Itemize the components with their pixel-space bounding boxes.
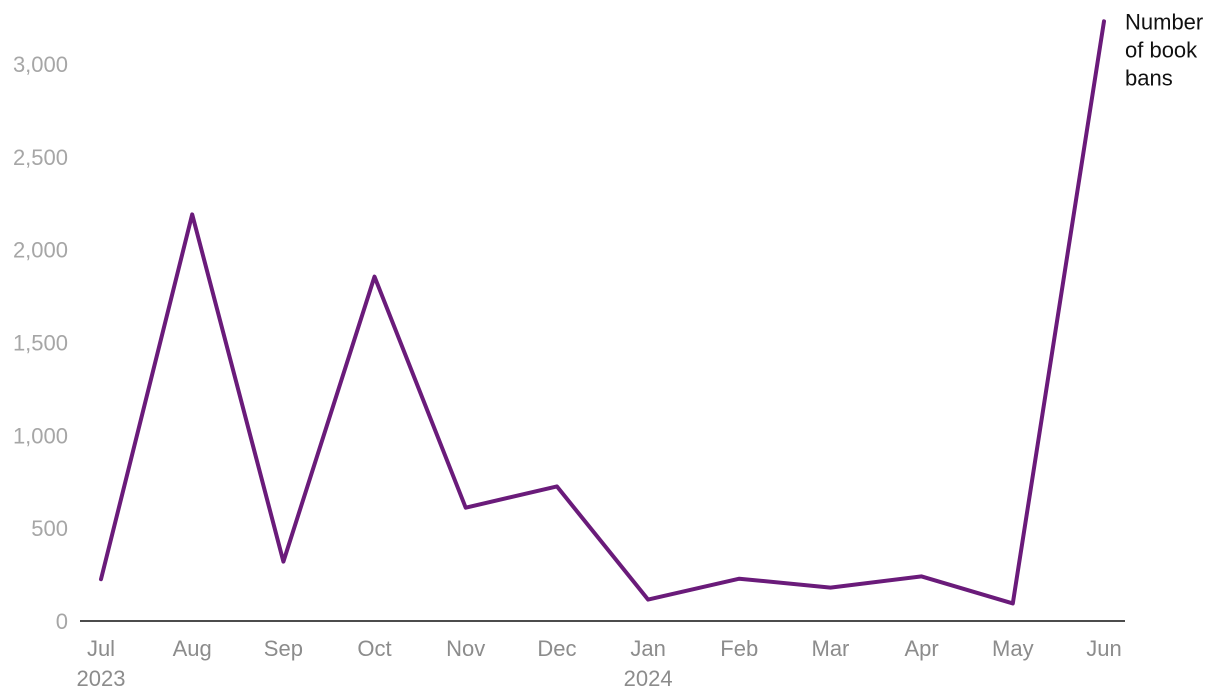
y-tick-label: 1,000 <box>13 423 68 448</box>
x-tick-label: Apr <box>905 636 939 661</box>
series-label: Number of book bans <box>1125 9 1203 90</box>
x-tick-label: Mar <box>812 636 850 661</box>
series-labels: Number of book bans <box>1125 9 1203 90</box>
x-tick-label: Nov <box>446 636 485 661</box>
x-year-label: 2023 <box>77 666 126 691</box>
plot-area <box>99 19 1106 606</box>
x-tick-label: May <box>992 636 1034 661</box>
x-tick-label: Jun <box>1086 636 1121 661</box>
x-tick-label: Sep <box>264 636 303 661</box>
x-year-label: 2024 <box>624 666 673 691</box>
x-axis: Jul Aug Sep Oct Nov Dec Jan Feb Mar Apr May Jun 2023… <box>77 636 1122 691</box>
x-tick-label: Jan <box>630 636 665 661</box>
y-axis: 0 500 1,000 1,500 2,000 2,500 3,000 <box>13 52 68 634</box>
y-tick-label: 2,500 <box>13 145 68 170</box>
x-tick-label: Feb <box>720 636 758 661</box>
y-tick-label: 500 <box>31 516 68 541</box>
x-tick-label: Aug <box>173 636 212 661</box>
y-tick-label: 2,000 <box>13 238 68 263</box>
x-tick-label: Jul <box>87 636 115 661</box>
y-tick-label: 1,500 <box>13 330 68 355</box>
y-tick-label: 3,000 <box>13 52 68 77</box>
y-tick-label: 0 <box>56 609 68 634</box>
series-line <box>99 19 1106 606</box>
x-tick-label: Oct <box>357 636 391 661</box>
x-tick-label: Dec <box>537 636 576 661</box>
